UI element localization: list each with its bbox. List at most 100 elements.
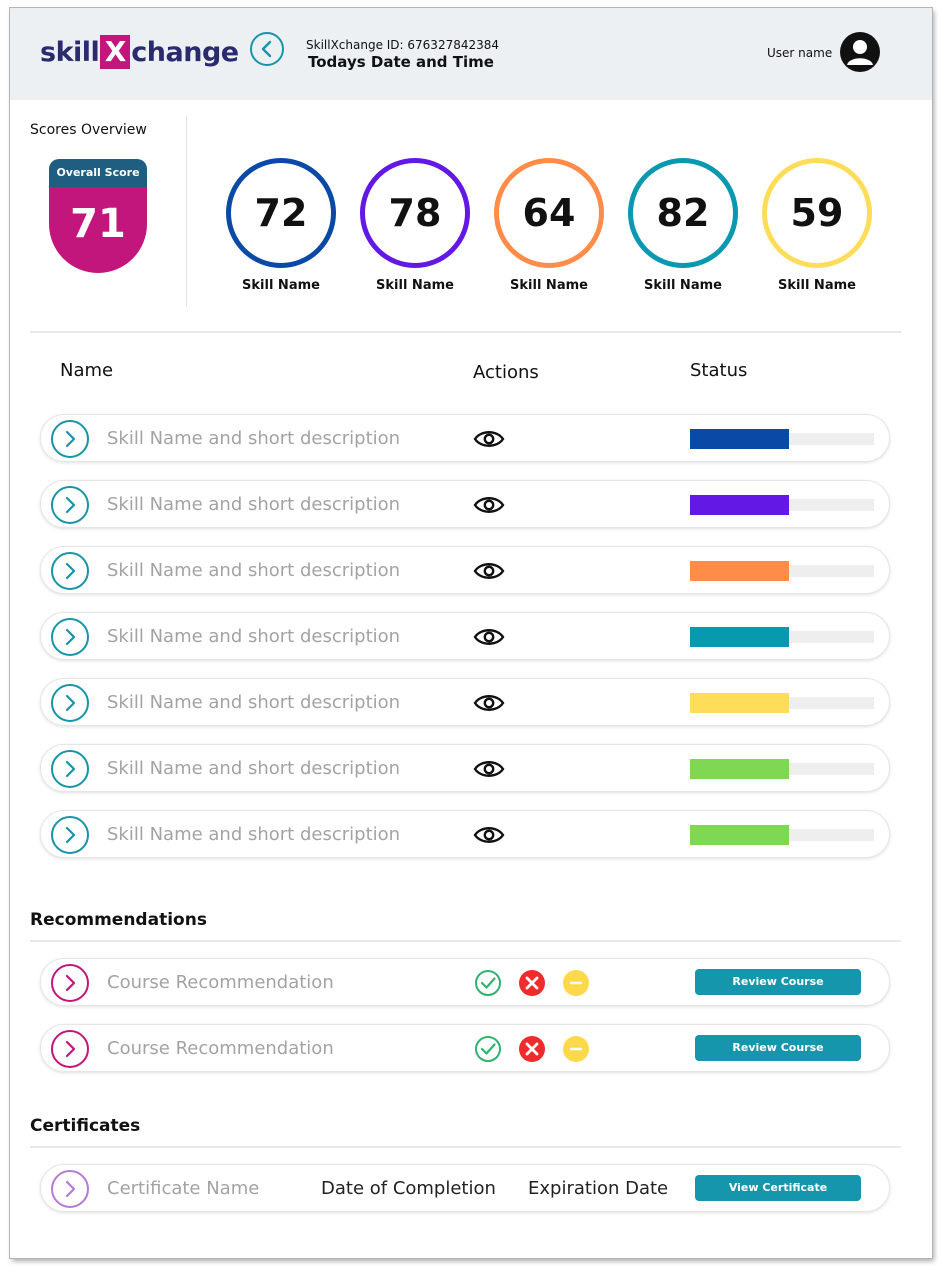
skill-score-1[interactable]: 72 Skill Name bbox=[226, 158, 336, 293]
chevron-right-icon bbox=[65, 974, 76, 992]
skill-description: Skill Name and short description bbox=[107, 692, 401, 713]
eye-icon[interactable] bbox=[473, 693, 505, 713]
x-circle-icon[interactable] bbox=[518, 969, 546, 997]
minus-circle-icon[interactable] bbox=[562, 1035, 590, 1063]
user-name[interactable]: User name bbox=[767, 46, 833, 60]
status-bar-fill bbox=[690, 429, 790, 449]
logo-text-right: change bbox=[131, 36, 239, 68]
check-circle-icon[interactable] bbox=[474, 969, 502, 997]
status-bar-fill bbox=[690, 693, 790, 713]
score-ring: 64 bbox=[494, 158, 604, 268]
skill-description: Skill Name and short description bbox=[107, 824, 401, 845]
score-ring: 78 bbox=[360, 158, 470, 268]
scores-overview-title: Scores Overview bbox=[30, 122, 147, 138]
minus-circle-icon[interactable] bbox=[562, 969, 590, 997]
chevron-right-icon bbox=[65, 1040, 76, 1058]
overall-score-badge: Overall Score 71 bbox=[49, 159, 147, 273]
chevron-right-icon bbox=[65, 496, 76, 514]
certificate-row[interactable]: Certificate Name Date of Completion Expi… bbox=[40, 1164, 890, 1212]
overall-score-value: 71 bbox=[49, 187, 147, 273]
expand-button[interactable] bbox=[51, 1030, 89, 1068]
eye-icon[interactable] bbox=[473, 759, 505, 779]
status-bar bbox=[690, 759, 874, 779]
expand-button[interactable] bbox=[51, 684, 89, 722]
chevron-right-icon bbox=[65, 1180, 76, 1198]
eye-icon[interactable] bbox=[473, 627, 505, 647]
expand-button[interactable] bbox=[51, 964, 89, 1002]
expand-button[interactable] bbox=[51, 1170, 89, 1208]
status-bar-fill bbox=[690, 627, 790, 647]
skill-row[interactable]: Skill Name and short description bbox=[40, 810, 890, 858]
check-circle-icon[interactable] bbox=[474, 1035, 502, 1063]
skill-row[interactable]: Skill Name and short description bbox=[40, 678, 890, 726]
score-label: Skill Name bbox=[242, 278, 320, 293]
status-bar bbox=[690, 495, 874, 515]
status-bar bbox=[690, 627, 874, 647]
score-label: Skill Name bbox=[510, 278, 588, 293]
eye-icon[interactable] bbox=[473, 429, 505, 449]
recommendation-row[interactable]: Course Recommendation Review Course bbox=[40, 958, 890, 1006]
status-bar-fill bbox=[690, 561, 790, 581]
skill-score-2[interactable]: 78 Skill Name bbox=[360, 158, 470, 293]
expand-button[interactable] bbox=[51, 618, 89, 656]
expand-button[interactable] bbox=[51, 816, 89, 854]
status-bar-fill bbox=[690, 759, 790, 779]
review-course-button[interactable]: Review Course bbox=[695, 969, 861, 995]
status-bar bbox=[690, 825, 874, 845]
x-circle-icon[interactable] bbox=[518, 1035, 546, 1063]
column-header-name: Name bbox=[60, 360, 114, 381]
eye-icon[interactable] bbox=[473, 825, 505, 845]
recommendations-title: Recommendations bbox=[30, 910, 207, 930]
skill-description: Skill Name and short description bbox=[107, 494, 401, 515]
view-certificate-button[interactable]: View Certificate bbox=[695, 1175, 861, 1201]
skill-row[interactable]: Skill Name and short description bbox=[40, 480, 890, 528]
skill-row[interactable]: Skill Name and short description bbox=[40, 612, 890, 660]
expand-button[interactable] bbox=[51, 552, 89, 590]
skillxchange-logo[interactable]: skill X change bbox=[40, 34, 239, 70]
review-course-button[interactable]: Review Course bbox=[695, 1035, 861, 1061]
score-label: Skill Name bbox=[376, 278, 454, 293]
skill-description: Skill Name and short description bbox=[107, 560, 401, 581]
user-icon bbox=[847, 40, 873, 65]
skill-description: Skill Name and short description bbox=[107, 428, 401, 449]
recommendation-row[interactable]: Course Recommendation Review Course bbox=[40, 1024, 890, 1072]
skill-score-5[interactable]: 59 Skill Name bbox=[762, 158, 872, 293]
section-divider bbox=[30, 331, 901, 333]
expiration-date: Expiration Date bbox=[528, 1178, 669, 1199]
skill-description: Skill Name and short description bbox=[107, 758, 401, 779]
column-header-actions: Actions bbox=[473, 362, 539, 383]
skill-score-4[interactable]: 82 Skill Name bbox=[628, 158, 738, 293]
status-bar bbox=[690, 561, 874, 581]
back-button[interactable] bbox=[250, 32, 284, 66]
score-ring: 82 bbox=[628, 158, 738, 268]
status-bar bbox=[690, 429, 874, 449]
certificate-name: Certificate Name bbox=[107, 1178, 260, 1199]
score-ring: 72 bbox=[226, 158, 336, 268]
overall-score-label: Overall Score bbox=[49, 159, 147, 187]
score-ring: 59 bbox=[762, 158, 872, 268]
skillxchange-id: SkillXchange ID: 676327842384 bbox=[306, 38, 500, 52]
skill-description: Skill Name and short description bbox=[107, 626, 401, 647]
status-bar-fill bbox=[690, 825, 790, 845]
chevron-right-icon bbox=[65, 628, 76, 646]
skill-score-3[interactable]: 64 Skill Name bbox=[494, 158, 604, 293]
scores-divider bbox=[186, 116, 187, 306]
expand-button[interactable] bbox=[51, 420, 89, 458]
skill-row[interactable]: Skill Name and short description bbox=[40, 744, 890, 792]
expand-button[interactable] bbox=[51, 750, 89, 788]
column-header-status: Status bbox=[690, 360, 748, 381]
certificates-title: Certificates bbox=[30, 1116, 141, 1136]
logo-mark: X bbox=[100, 35, 131, 69]
skill-row[interactable]: Skill Name and short description bbox=[40, 414, 890, 462]
eye-icon[interactable] bbox=[473, 561, 505, 581]
score-label: Skill Name bbox=[778, 278, 856, 293]
chevron-right-icon bbox=[65, 430, 76, 448]
expand-button[interactable] bbox=[51, 486, 89, 524]
skill-row[interactable]: Skill Name and short description bbox=[40, 546, 890, 594]
eye-icon[interactable] bbox=[473, 495, 505, 515]
status-bar-fill bbox=[690, 495, 790, 515]
course-recommendation: Course Recommendation bbox=[107, 972, 334, 993]
app-frame: skill X change SkillXchange ID: 67632784… bbox=[10, 8, 932, 1258]
course-recommendation: Course Recommendation bbox=[107, 1038, 334, 1059]
avatar[interactable] bbox=[840, 32, 880, 72]
